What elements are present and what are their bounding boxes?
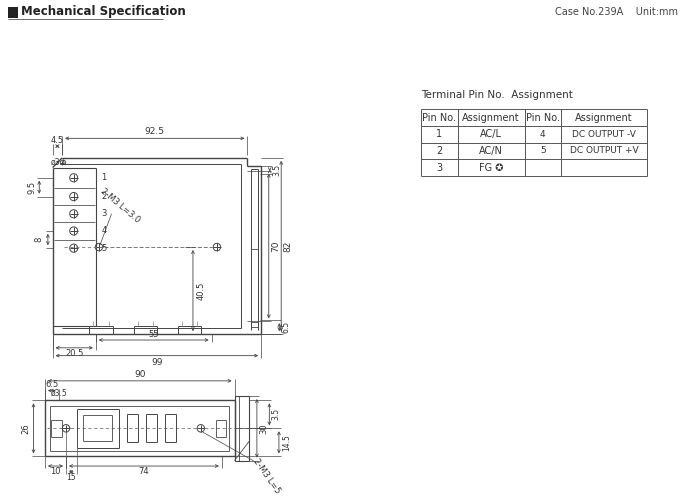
Text: ø3.5: ø3.5	[50, 389, 67, 398]
Text: 3.5: 3.5	[272, 409, 281, 420]
Text: 2-M3 L=5: 2-M3 L=5	[251, 457, 281, 495]
Text: AC/N: AC/N	[479, 146, 503, 156]
Text: 2-M3 L=3.0: 2-M3 L=3.0	[99, 187, 141, 225]
Text: Assignment: Assignment	[462, 113, 520, 123]
Text: 26: 26	[21, 423, 30, 434]
Text: Pin No.: Pin No.	[422, 113, 456, 123]
Text: DC OUTPUT +V: DC OUTPUT +V	[570, 147, 638, 156]
Text: 40.5: 40.5	[197, 281, 206, 300]
Text: 74: 74	[139, 467, 149, 477]
Bar	[8, 7, 18, 17]
Text: 9.5: 9.5	[27, 180, 36, 194]
Text: 55: 55	[148, 330, 159, 338]
Text: FG ✪: FG ✪	[479, 163, 503, 172]
Text: 2: 2	[102, 192, 107, 201]
Text: 3: 3	[436, 163, 442, 172]
Text: 1: 1	[102, 173, 107, 182]
Text: Case No.239A    Unit:mm: Case No.239A Unit:mm	[555, 7, 678, 17]
Text: 4.5: 4.5	[51, 136, 64, 145]
Text: Assignment: Assignment	[575, 113, 633, 123]
Text: Pin No.: Pin No.	[526, 113, 560, 123]
Text: 3: 3	[102, 209, 107, 218]
Text: 70: 70	[271, 240, 280, 252]
Text: 20.5: 20.5	[65, 349, 83, 358]
Text: 4: 4	[540, 130, 545, 139]
Text: AC/L: AC/L	[480, 129, 502, 139]
Text: 5: 5	[102, 244, 107, 252]
Text: 10: 10	[50, 467, 61, 477]
Text: 14.5: 14.5	[282, 434, 291, 451]
Text: 2: 2	[436, 146, 442, 156]
Text: 30: 30	[259, 423, 268, 434]
Text: ø3.5: ø3.5	[50, 158, 67, 166]
Text: Mechanical Specification: Mechanical Specification	[21, 5, 186, 18]
Text: 8: 8	[35, 237, 43, 242]
Text: 6.5: 6.5	[46, 380, 59, 389]
Text: Terminal Pin No.  Assignment: Terminal Pin No. Assignment	[421, 90, 573, 100]
Text: 92.5: 92.5	[145, 127, 164, 136]
Text: 5: 5	[540, 147, 545, 156]
Text: 6.5: 6.5	[281, 321, 290, 333]
Text: 90: 90	[134, 369, 146, 379]
Text: 82: 82	[284, 241, 293, 251]
Text: DC OUTPUT -V: DC OUTPUT -V	[572, 130, 636, 139]
Text: 4: 4	[102, 227, 107, 236]
Text: 1: 1	[436, 129, 442, 139]
Text: 99: 99	[151, 358, 162, 367]
Text: 15: 15	[66, 473, 76, 482]
Text: 3.5: 3.5	[272, 164, 281, 176]
